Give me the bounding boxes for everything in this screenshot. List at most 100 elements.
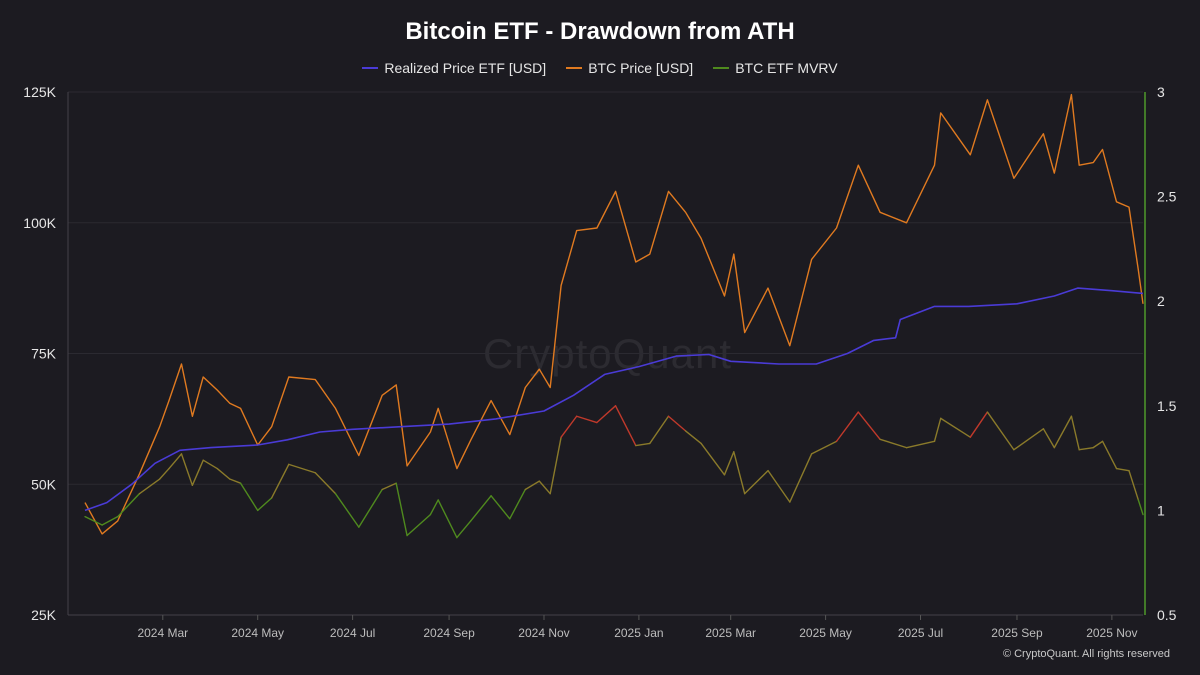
- series-segment-mvrv-4: [138, 478, 161, 495]
- y-left-tick-label-2: 75K: [31, 346, 57, 362]
- series-line-realized-price: [84, 287, 1144, 512]
- series-segment-mvrv-46: [835, 411, 859, 443]
- legend-swatch-btc-price: [566, 67, 583, 69]
- y-right-tick-label-5: 3: [1157, 84, 1165, 100]
- series-segment-mvrv-21: [406, 513, 432, 537]
- x-tick-label-9: 2025 Sep: [991, 626, 1043, 640]
- x-tick-label-6: 2025 Mar: [705, 626, 756, 640]
- legend-label-btc-price: BTC Price [USD]: [588, 60, 694, 76]
- series-segment-mvrv-33: [596, 405, 617, 424]
- series-segment-mvrv-43: [767, 469, 791, 503]
- series-segment-mvrv-5: [158, 467, 170, 480]
- series-segment-mvrv-61: [1115, 467, 1130, 472]
- series-segment-mvrv-56: [1053, 415, 1073, 449]
- series-segment-mvrv-6: [168, 453, 183, 470]
- series-segment-mvrv-49: [905, 440, 936, 449]
- y-right-tick-label-2: 1.5: [1157, 398, 1177, 414]
- legend-swatch-realized-price: [362, 67, 379, 69]
- x-tick-label-4: 2024 Nov: [518, 626, 569, 640]
- x-tick-label-3: 2024 Sep: [423, 626, 475, 640]
- y-right-tick-label-3: 2: [1157, 293, 1165, 309]
- series-segment-mvrv-14: [271, 463, 290, 499]
- series-segment-mvrv-57: [1070, 415, 1080, 451]
- series-segment-mvrv-16: [314, 472, 337, 495]
- series-segment-mvrv-42: [743, 469, 769, 495]
- series-segment-mvrv-31: [560, 415, 578, 438]
- series-segment-mvrv-34: [614, 405, 637, 447]
- series-segment-mvrv-7: [180, 453, 194, 486]
- series-segment-mvrv-41: [733, 451, 746, 495]
- series-segment-mvrv-59: [1092, 440, 1104, 449]
- x-tick-label-2: 2024 Jul: [330, 626, 375, 640]
- series-segment-mvrv-32: [575, 415, 598, 424]
- series-segment-mvrv-35: [635, 442, 651, 447]
- series-segment-mvrv-22: [429, 499, 439, 516]
- series-segment-mvrv-48: [879, 438, 908, 449]
- series-segment-mvrv-18: [358, 488, 383, 528]
- series-segment-mvrv-29: [538, 480, 551, 495]
- series-line-btc-price: [84, 93, 1144, 535]
- series-segment-mvrv-13: [257, 497, 273, 512]
- series-segment-mvrv-9: [202, 459, 218, 470]
- series-segment-mvrv-63: [1137, 499, 1144, 516]
- copyright-notice: © CryptoQuant. All rights reserved: [1002, 648, 1170, 660]
- series-segment-mvrv-15: [288, 463, 316, 474]
- series-segment-mvrv-51: [940, 417, 971, 438]
- series-segment-mvrv-44: [789, 453, 813, 503]
- series-segment-mvrv-58: [1078, 446, 1094, 451]
- series-segment-mvrv-24: [456, 520, 472, 539]
- y-right-tick-label-1: 1: [1157, 502, 1165, 518]
- legend-label-mvrv: BTC ETF MVRV: [735, 60, 838, 76]
- x-tick-label-8: 2025 Jul: [898, 626, 943, 640]
- series-segment-mvrv-54: [1013, 428, 1045, 451]
- x-tick-label-1: 2024 May: [231, 626, 284, 640]
- chart-title: Bitcoin ETF - Drawdown from ATH: [405, 18, 795, 45]
- series-segment-mvrv-45: [810, 440, 838, 455]
- series-segment-mvrv-62: [1128, 469, 1140, 501]
- series-segment-mvrv-19: [381, 482, 397, 491]
- series-segment-mvrv-55: [1042, 428, 1056, 449]
- series-segment-mvrv-30: [549, 436, 562, 495]
- legend-item-btc-price[interactable]: BTC Price [USD]: [566, 60, 693, 76]
- series-segment-mvrv-2: [101, 515, 119, 526]
- y-left-tick-label-4: 125K: [23, 84, 56, 100]
- legend: Realized Price ETF [USD] BTC Price [USD]…: [0, 60, 1200, 76]
- legend-swatch-mvrv: [713, 67, 730, 69]
- series-segment-mvrv-20: [395, 482, 408, 537]
- series-segment-mvrv-27: [509, 488, 527, 520]
- y-left-tick-label-1: 50K: [31, 476, 57, 492]
- series-segment-mvrv-11: [228, 478, 242, 484]
- series-segment-mvrv-36: [649, 415, 670, 445]
- series-segment-mvrv-60: [1101, 440, 1118, 470]
- x-tick-label-0: 2024 Mar: [137, 626, 188, 640]
- x-tick-label-10: 2025 Nov: [1086, 626, 1137, 640]
- series-segment-mvrv-3: [116, 492, 141, 518]
- x-tick-label-7: 2025 May: [799, 626, 852, 640]
- legend-label-realized-price: Realized Price ETF [USD]: [384, 60, 547, 76]
- series-segment-mvrv-10: [216, 467, 231, 480]
- series-segment-mvrv-53: [986, 411, 1015, 451]
- series-segment-mvrv-47: [857, 411, 881, 440]
- series-segment-mvrv-12: [239, 482, 259, 512]
- series-segment-mvrv-23: [437, 499, 458, 539]
- y-right-tick-label-0: 0.5: [1157, 607, 1177, 623]
- series-segment-mvrv-40: [723, 451, 735, 476]
- legend-item-realized-price[interactable]: Realized Price ETF [USD]: [362, 60, 546, 76]
- x-tick-label-5: 2025 Jan: [614, 626, 663, 640]
- series-segment-mvrv-26: [490, 495, 511, 520]
- series-segment-mvrv-28: [524, 480, 541, 491]
- series-segment-mvrv-25: [470, 495, 492, 522]
- series-segment-mvrv-50: [933, 417, 942, 443]
- legend-item-mvrv[interactable]: BTC ETF MVRV: [713, 60, 838, 76]
- y-left-tick-label-3: 100K: [23, 215, 56, 231]
- series-segment-mvrv-8: [191, 459, 204, 486]
- y-left-tick-label-0: 25K: [31, 607, 57, 623]
- series-segment-mvrv-37: [667, 415, 687, 432]
- series-segment-mvrv-1: [84, 515, 103, 526]
- series-segment-mvrv-17: [334, 492, 360, 528]
- series-segment-mvrv-38: [684, 430, 702, 445]
- y-right-tick-label-4: 2.5: [1157, 189, 1177, 205]
- series-segment-mvrv-52: [969, 411, 989, 438]
- series-segment-mvrv-39: [700, 442, 726, 476]
